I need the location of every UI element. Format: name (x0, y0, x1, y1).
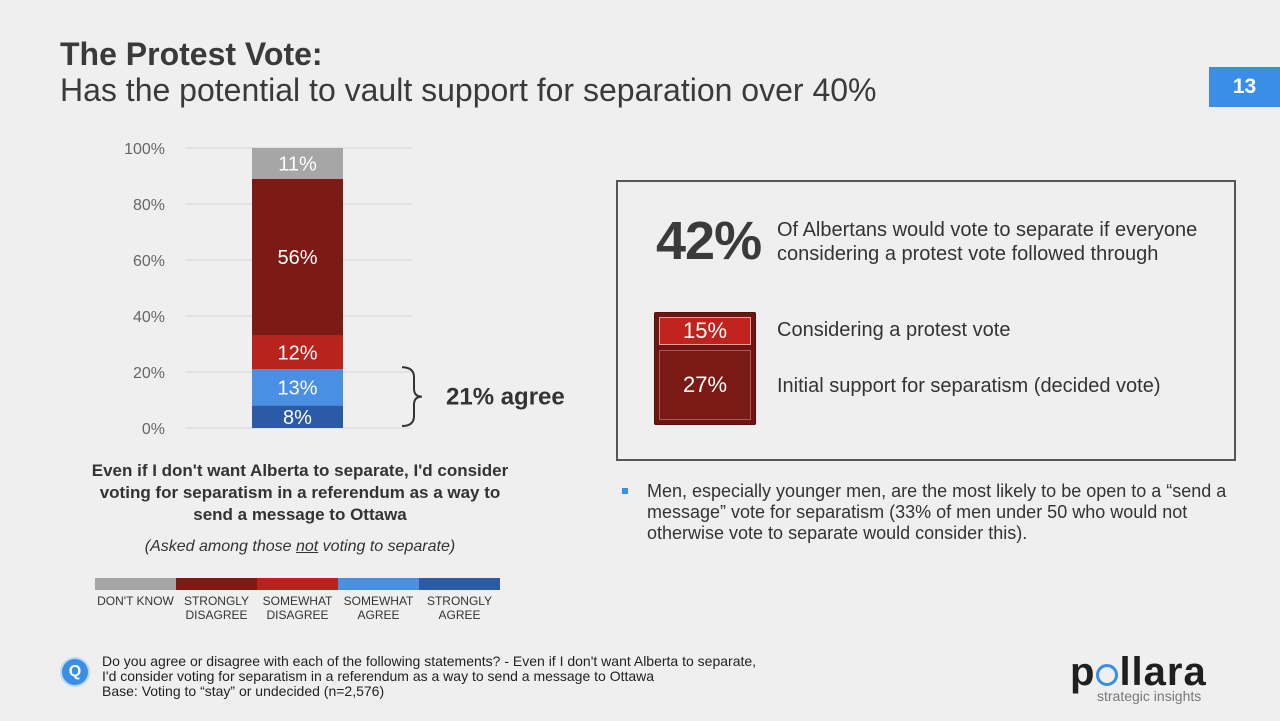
legend-swatch (338, 578, 419, 590)
bar-data-label: 8% (283, 407, 312, 429)
legend-swatch (176, 578, 257, 590)
question-note-text: (Asked among those (144, 538, 296, 555)
mini-stack-top-value: 15% (659, 317, 751, 345)
footer-question-line1: Do you agree or disagree with each of th… (102, 653, 757, 669)
bullet-text: Men, especially younger men, are the mos… (647, 481, 1227, 543)
legend-label: STRONGLY AGREE (419, 594, 500, 622)
footer-question-line2: I'd consider voting for separatism in a … (102, 668, 655, 684)
legend-label: SOMEWHAT AGREE (338, 594, 419, 622)
mini-stack-top-label: Considering a protest vote (777, 319, 1011, 341)
bullet-square-icon (622, 488, 628, 494)
legend-label-line1: SOMEWHAT (343, 594, 414, 608)
page-subtitle: Has the potential to vault support for s… (60, 72, 877, 108)
bar-data-label: 12% (277, 342, 317, 364)
bar-stack: 8% 13% 12% 56% 11% (252, 148, 343, 429)
footer-text: Do you agree or disagree with each of th… (102, 654, 862, 699)
legend-label-line2: DISAGREE (266, 608, 329, 622)
page-number-badge: 13 (1209, 67, 1280, 107)
legend-label-line1: STRONGLY (183, 594, 250, 608)
big-percentage: 42% (656, 211, 762, 271)
bar-segment (252, 405, 343, 428)
bar-segment (252, 335, 343, 370)
logo-tagline: strategic insights (1097, 688, 1202, 704)
bar-segment (252, 178, 343, 336)
logo-text-start: p (1070, 650, 1096, 694)
legend-swatch (257, 578, 338, 590)
legend-label-line1: SOMEWHAT (262, 594, 333, 608)
mini-stack-bottom-label: Initial support for separatism (decided … (777, 375, 1161, 397)
stacked-bar-chart: 0% 20% 40% 60% 80% 100% 8% 13% 12% 56% 11% 21% ag… (124, 141, 565, 438)
y-axis-ticks: 0% 20% 40% 60% 80% 100% (124, 141, 165, 438)
bar-data-label: 13% (277, 377, 317, 399)
legend-label: SOMEWHAT DISAGREE (257, 594, 338, 622)
callout-box (616, 180, 1236, 461)
agree-bracket-shape (401, 366, 423, 427)
bar-segment (252, 369, 343, 406)
agree-annotation: 21% agree (446, 384, 565, 411)
y-tick-label: 80% (133, 197, 165, 214)
question-note-text-end: voting to separate) (318, 538, 456, 555)
legend-label-line2: DISAGREE (185, 608, 248, 622)
question-note-emphasis: not (295, 538, 319, 555)
legend-label-line1: STRONGLY (426, 594, 493, 608)
agree-bracket: 21% agree (401, 366, 565, 427)
pollara-logo: p llara (1070, 650, 1207, 695)
bar-data-label: 11% (278, 153, 317, 175)
legend-label: STRONGLY DISAGREE (176, 594, 257, 622)
bar-data-label: 56% (277, 247, 317, 269)
legend-label: DON'T KNOW (95, 594, 176, 608)
y-tick-label: 0% (142, 421, 165, 438)
logo-text-end: llara (1119, 650, 1207, 694)
question-note: (Asked among those not voting to separat… (80, 538, 520, 556)
mini-stack-bottom-value: 27% (659, 350, 751, 420)
y-tick-label: 100% (124, 141, 165, 158)
question-icon: Q (62, 659, 88, 685)
y-tick-label: 60% (133, 253, 165, 270)
page-title: The Protest Vote: (60, 36, 323, 72)
legend-label-line1: DON'T KNOW (97, 594, 174, 608)
question-label: Even if I don't want Alberta to separate… (91, 461, 509, 524)
legend-swatch (419, 578, 500, 590)
big-percentage-description: Of Albertans would vote to separate if e… (777, 219, 1198, 265)
bar-segment (252, 148, 343, 179)
legend-label-line2: AGREE (438, 608, 481, 622)
y-tick-label: 40% (133, 309, 165, 326)
y-tick-label: 20% (133, 365, 165, 382)
legend-swatch (95, 578, 176, 590)
footer-base: Base: Voting to “stay” or undecided (n=2… (102, 683, 385, 699)
logo-o-ring-icon (1096, 664, 1119, 686)
legend-label-line2: AGREE (357, 608, 400, 622)
